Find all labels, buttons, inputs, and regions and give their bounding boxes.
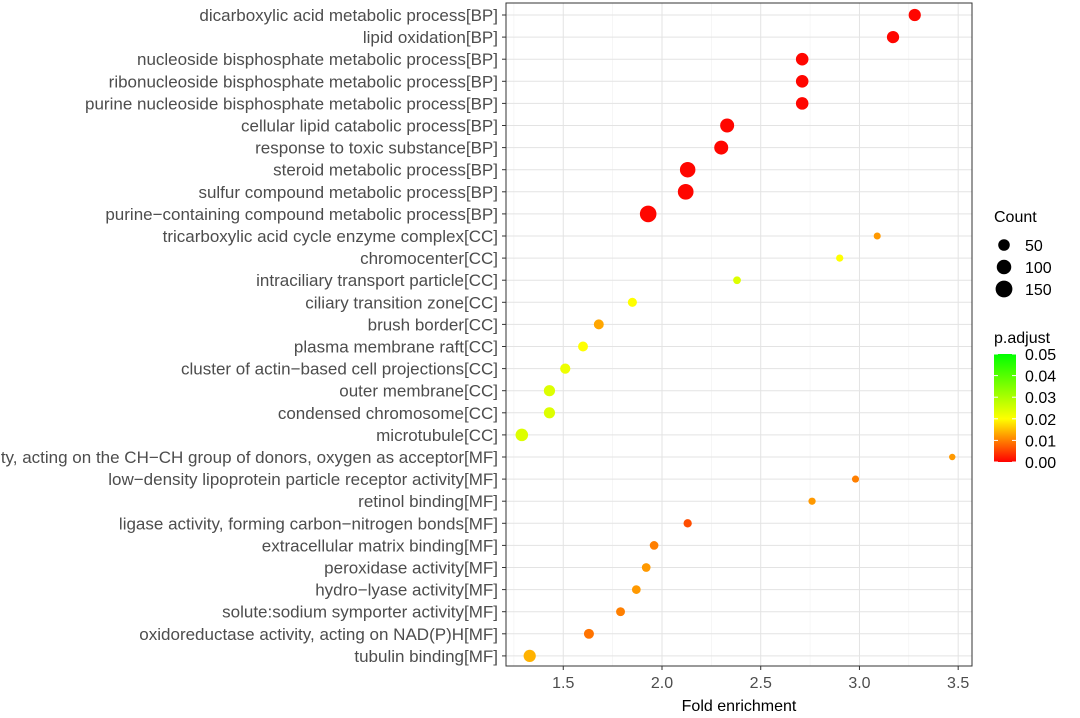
y-axis-label: ribonucleoside bisphosphate metabolic pr… [109, 72, 498, 91]
color-legend-label: 0.01 [1025, 433, 1056, 450]
y-axis-label: oxidoreductase activity, acting on NAD(P… [139, 625, 498, 644]
plot-panel [506, 3, 972, 666]
data-point [649, 541, 659, 550]
y-axis-label: oxidoreductase activity, acting on the C… [0, 448, 498, 467]
y-axis-label: low−density lipoprotein particle recepto… [108, 470, 498, 489]
y-axis-label: tricarboxylic acid cycle enzyme complex[… [163, 227, 498, 246]
x-tick-label: 2.5 [750, 675, 772, 692]
y-axis-label: brush border[CC] [368, 315, 498, 334]
y-axis-label: condensed chromosome[CC] [278, 404, 498, 423]
size-legend-symbol [996, 259, 1012, 275]
data-point [851, 475, 860, 483]
x-tick-label: 1.5 [552, 675, 574, 692]
y-axis-label: lipid oxidation[BP] [363, 28, 498, 47]
y-axis-label: ligase activity, forming carbon−nitrogen… [119, 514, 498, 533]
data-point [631, 585, 641, 594]
data-point [908, 8, 921, 22]
y-axis-label: tubulin binding[MF] [354, 647, 498, 666]
data-point [720, 118, 735, 133]
y-axis-label: steroid metabolic process[BP] [273, 161, 498, 180]
size-legend-title: Count [994, 209, 1037, 226]
size-legend-label: 150 [1025, 282, 1052, 299]
y-axis-label: outer membrane[CC] [339, 382, 498, 401]
data-point [886, 30, 900, 44]
data-point [578, 341, 588, 352]
x-tick-label: 2.0 [651, 675, 673, 692]
y-axis-label: purine nucleoside bisphosphate metabolic… [85, 94, 498, 113]
color-legend-label: 0.02 [1025, 412, 1056, 429]
color-legend-bar [994, 354, 1016, 462]
data-point [836, 254, 844, 262]
y-axis-label: purine−containing compound metabolic pro… [105, 205, 498, 224]
data-point [808, 497, 816, 505]
data-point [873, 232, 881, 240]
x-tick-label: 3.0 [848, 675, 870, 692]
y-axis-label: ciliary transition zone[CC] [305, 293, 498, 312]
data-point [616, 607, 625, 617]
data-point [795, 75, 809, 88]
data-point [795, 52, 809, 66]
data-point [515, 428, 529, 442]
color-legend: p.adjust 0.05 0.04 0.03 0.02 0.01 0.00 [994, 330, 1056, 472]
y-axis-label: peroxidase activity[MF] [324, 559, 498, 578]
y-axis-label: dicarboxylic acid metabolic process[BP] [199, 6, 498, 25]
color-legend-label: 0.00 [1025, 455, 1056, 472]
y-axis-label: microtubule[CC] [376, 426, 498, 445]
y-axis-label: hydro−lyase activity[MF] [315, 581, 498, 600]
y-axis-labels: dicarboxylic acid metabolic process[BP] l… [0, 6, 506, 666]
plot-border [505, 2, 973, 667]
data-points [515, 8, 956, 663]
data-point [679, 161, 696, 178]
y-axis-label: solute:sodium symporter activity[MF] [222, 603, 498, 622]
data-point [949, 453, 956, 461]
x-tick-label: 3.5 [947, 675, 969, 692]
y-axis-label: intraciliary transport particle[CC] [256, 271, 498, 290]
size-legend-label: 100 [1025, 260, 1052, 277]
data-point [523, 649, 536, 663]
data-point [795, 97, 809, 110]
data-point [543, 385, 556, 397]
color-legend-title: p.adjust [994, 330, 1051, 347]
color-legend-label: 0.04 [1025, 369, 1056, 386]
y-axis-label: nucleoside bisphosphate metabolic proces… [137, 50, 498, 69]
size-legend-symbol [995, 280, 1013, 298]
x-axis-ticks: 1.5 2.0 2.5 3.0 3.5 [552, 666, 969, 692]
size-legend-symbol [998, 239, 1010, 251]
y-axis-label: cluster of actin−based cell projections[… [181, 360, 498, 379]
data-point [714, 140, 729, 155]
data-point [560, 363, 571, 374]
y-axis-label: chromocenter[CC] [360, 249, 498, 268]
data-point [683, 519, 692, 528]
data-point [639, 205, 657, 223]
color-legend-label: 0.05 [1025, 347, 1056, 364]
y-axis-label: response to toxic substance[BP] [255, 139, 498, 158]
data-point [593, 319, 604, 330]
data-point [627, 297, 637, 307]
size-legend-label: 50 [1025, 238, 1043, 255]
x-axis-title: Fold enrichment [682, 698, 797, 715]
gridlines [506, 3, 972, 666]
color-legend-label: 0.03 [1025, 390, 1056, 407]
data-point [677, 183, 694, 200]
data-point [543, 407, 556, 419]
y-axis-label: cellular lipid catabolic process[BP] [241, 117, 498, 136]
data-point [583, 628, 594, 639]
y-axis-label: sulfur compound metabolic process[BP] [198, 183, 498, 202]
data-point [641, 563, 651, 572]
data-point [733, 276, 741, 285]
y-axis-label: plasma membrane raft[CC] [294, 338, 498, 357]
size-legend: Count 50 100 150 [994, 209, 1052, 299]
y-axis-label: retinol binding[MF] [358, 492, 498, 511]
y-axis-label: extracellular matrix binding[MF] [262, 536, 498, 555]
